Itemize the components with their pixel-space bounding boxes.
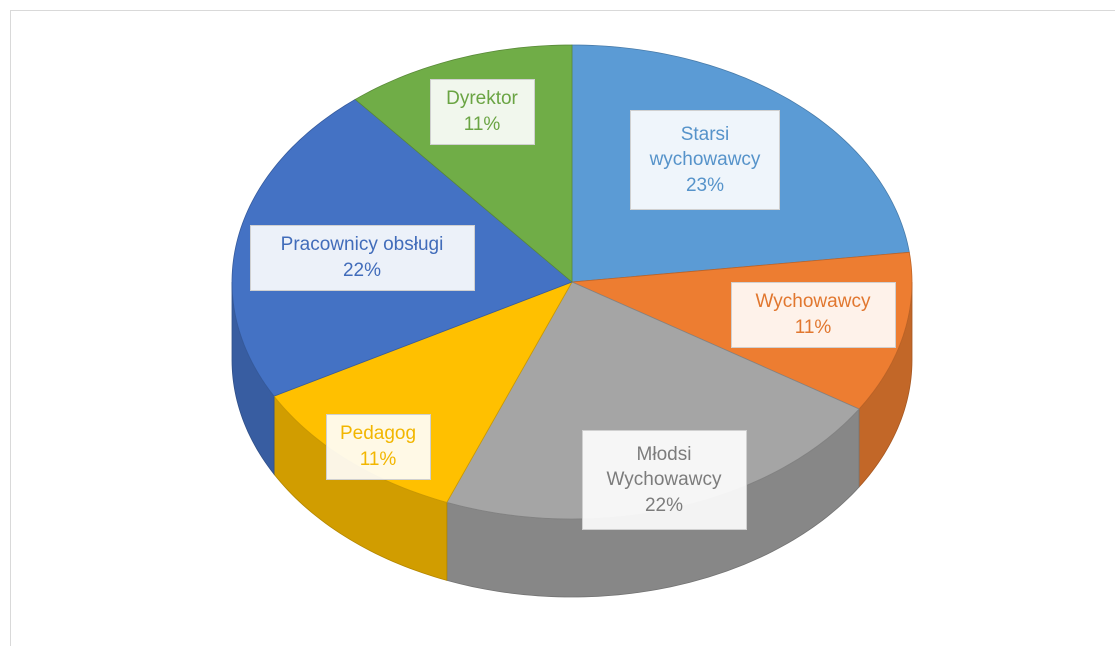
data-label: Młodsi Wychowawcy 22%	[581, 430, 747, 530]
data-label: Dyrektor 11%	[429, 79, 535, 145]
value-label: 23%	[685, 174, 725, 196]
value-label: 22%	[644, 494, 684, 516]
data-label-box: Wychowawcy 11%	[730, 282, 896, 348]
category-label: Młodsi Wychowawcy	[606, 443, 722, 491]
category-label: Starsi wychowawcy	[649, 123, 761, 171]
data-label: Pracownicy obsługi 22%	[249, 225, 475, 291]
category-label: Pracownicy obsługi	[280, 234, 444, 256]
value-label: 11%	[794, 317, 832, 338]
data-label: Pedagog 11%	[325, 414, 431, 480]
data-label-box: Dyrektor 11%	[429, 79, 535, 145]
data-label-box: Pedagog 11%	[325, 414, 431, 480]
category-label: Pedagog	[339, 423, 417, 445]
value-label: 11%	[463, 114, 501, 135]
data-label-box: Starsi wychowawcy 23%	[630, 110, 780, 210]
data-label: Wychowawcy 11%	[730, 282, 896, 348]
data-label-box: Pracownicy obsługi 22%	[249, 225, 475, 291]
category-label: Wychowawcy	[755, 291, 871, 313]
value-label: 11%	[359, 449, 397, 470]
value-label: 22%	[342, 260, 382, 281]
data-label: Starsi wychowawcy 23%	[630, 110, 780, 210]
chart-frame	[10, 10, 1115, 646]
data-label-box: Młodsi Wychowawcy 22%	[581, 430, 747, 530]
category-label: Dyrektor	[446, 88, 518, 110]
